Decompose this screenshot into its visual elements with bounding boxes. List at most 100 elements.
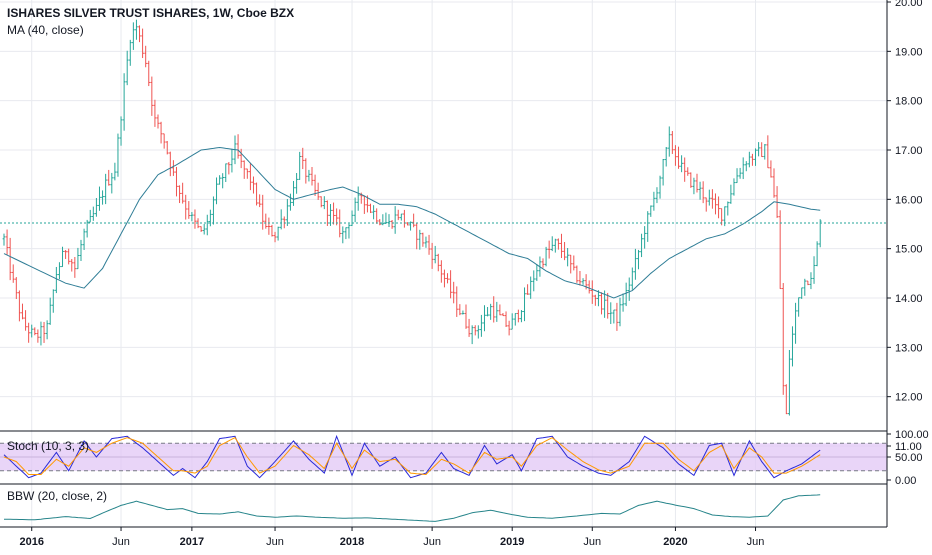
price-bar <box>717 196 720 219</box>
price-bar <box>467 318 471 337</box>
price-bar <box>550 236 554 252</box>
price-bar <box>501 313 505 317</box>
price-bar <box>578 270 582 286</box>
price-bar <box>446 273 449 284</box>
price-bar <box>8 237 12 281</box>
price-bar <box>270 224 274 237</box>
price-bar <box>131 22 135 50</box>
price-bar <box>285 199 289 226</box>
price-bar <box>520 310 523 323</box>
price-bar <box>670 131 674 154</box>
ma-legend[interactable]: MA (40, close) <box>7 23 84 37</box>
price-bar <box>735 168 739 184</box>
price-bar <box>242 160 246 179</box>
price-tick-label: 16.00 <box>895 194 923 206</box>
stoch-legend[interactable]: Stoch (10, 3, 3) <box>7 439 89 453</box>
stoch-tick-label: 100.00 <box>895 429 929 441</box>
price-bar <box>279 209 283 230</box>
price-bar <box>686 167 690 176</box>
price-bar <box>33 327 37 336</box>
price-bar <box>600 292 603 315</box>
price-bar <box>667 126 671 157</box>
price-bar <box>409 221 412 231</box>
price-bar <box>430 242 434 269</box>
price-bar <box>326 200 329 226</box>
price-bar <box>230 148 234 173</box>
time-tick-label: 2016 <box>19 536 43 548</box>
price-bar <box>741 157 745 180</box>
price-bar <box>609 302 613 325</box>
price-bar <box>677 146 680 169</box>
price-bar <box>341 226 345 244</box>
price-bar <box>637 249 640 270</box>
price-bar <box>298 151 302 180</box>
price-bar <box>332 202 335 225</box>
price-bar <box>473 325 477 336</box>
price-bar <box>51 289 55 313</box>
price-bar <box>593 294 597 306</box>
price-bar <box>141 28 144 59</box>
price-bar <box>683 157 687 182</box>
price-bar <box>113 162 117 181</box>
price-bar <box>809 272 813 290</box>
price-bar <box>680 155 683 173</box>
price-axis[interactable]: 20.00 19.00 18.00 17.00 16.00 15.00 14.00 13.00… <box>887 0 929 487</box>
price-bar <box>606 292 610 319</box>
price-bar <box>48 297 52 325</box>
price-tick-label: 17.00 <box>895 145 923 157</box>
price-bar <box>153 99 157 127</box>
time-axis[interactable]: 2016 Jun 2017 Jun 2018 Jun 2019 Jun 2020 Jun <box>19 527 764 548</box>
price-bar <box>707 189 711 206</box>
stoch-pane <box>0 434 887 479</box>
price-bar <box>221 173 225 189</box>
price-bar <box>178 185 181 204</box>
price-bar <box>452 281 456 304</box>
price-bar <box>276 226 280 241</box>
price-bar <box>658 175 662 199</box>
price-bar <box>39 321 43 346</box>
price-bar <box>30 324 34 338</box>
price-bar <box>415 222 419 250</box>
price-bar <box>11 264 15 283</box>
price-bar <box>553 238 557 253</box>
chart-title: ISHARES SILVER TRUST ISHARES, 1W, Cboe B… <box>7 6 294 20</box>
price-bar <box>470 325 474 345</box>
price-bar <box>159 121 163 144</box>
price-bar <box>245 168 249 179</box>
price-bar <box>754 148 757 166</box>
price-bar <box>630 267 634 290</box>
price-bar <box>612 309 616 324</box>
price-bar <box>119 116 123 146</box>
price-bar <box>372 205 375 220</box>
price-bar <box>91 206 95 221</box>
price-bar <box>215 177 218 205</box>
price-bar <box>184 194 188 220</box>
time-tick-label: 2018 <box>340 536 364 548</box>
price-bar <box>116 133 120 177</box>
price-bar <box>138 25 141 43</box>
price-bar <box>316 182 320 200</box>
price-bar <box>319 196 323 208</box>
price-bar <box>205 214 209 236</box>
price-bar <box>396 209 400 221</box>
price-bar <box>104 173 108 205</box>
price-bar <box>122 73 126 131</box>
price-bar <box>569 254 573 274</box>
price-bar <box>58 262 61 280</box>
price-bar <box>815 241 819 267</box>
price-bar <box>255 182 258 206</box>
price-bar <box>781 283 785 395</box>
price-bar <box>378 218 382 226</box>
price-bar <box>338 209 342 238</box>
price-tick-label: 20.00 <box>895 0 923 9</box>
price-bar <box>424 236 428 248</box>
price-bar <box>85 219 89 238</box>
price-bar <box>643 226 647 249</box>
bbw-legend[interactable]: BBW (20, close, 2) <box>7 489 107 503</box>
price-bar <box>218 175 221 185</box>
price-bar <box>375 208 379 224</box>
price-bar <box>486 307 489 317</box>
price-bar <box>224 163 228 183</box>
